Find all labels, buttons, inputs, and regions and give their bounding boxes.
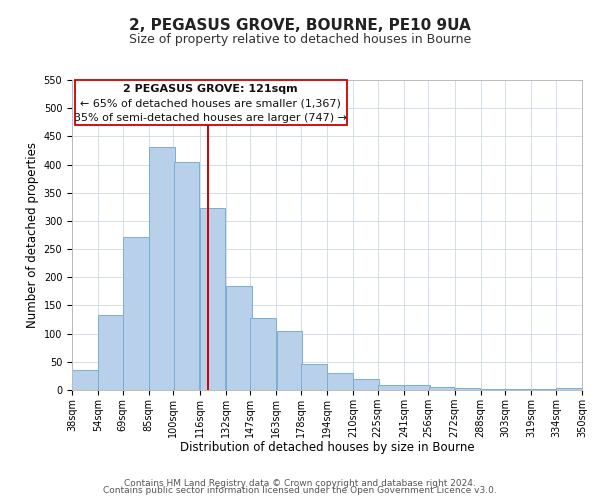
Bar [123, 236, 149, 390]
FancyBboxPatch shape [74, 80, 347, 125]
Text: 35% of semi-detached houses are larger (747) →: 35% of semi-detached houses are larger (… [74, 113, 347, 123]
Bar [556, 388, 582, 390]
Bar [226, 286, 251, 390]
Text: ← 65% of detached houses are smaller (1,367): ← 65% of detached houses are smaller (1,… [80, 98, 341, 108]
Bar [353, 378, 379, 390]
Bar [378, 386, 404, 390]
Bar [98, 315, 124, 390]
Bar [173, 162, 199, 390]
Bar [327, 373, 353, 390]
Text: 2 PEGASUS GROVE: 121sqm: 2 PEGASUS GROVE: 121sqm [124, 84, 298, 94]
Bar [301, 364, 327, 390]
Text: 2, PEGASUS GROVE, BOURNE, PE10 9UA: 2, PEGASUS GROVE, BOURNE, PE10 9UA [129, 18, 471, 32]
Bar [404, 386, 430, 390]
Bar [481, 389, 506, 390]
Bar [149, 146, 175, 390]
Bar [277, 332, 302, 390]
Text: Size of property relative to detached houses in Bourne: Size of property relative to detached ho… [129, 32, 471, 46]
Bar [72, 370, 98, 390]
Bar [505, 389, 531, 390]
Bar [200, 208, 226, 390]
X-axis label: Distribution of detached houses by size in Bourne: Distribution of detached houses by size … [179, 442, 475, 454]
Text: Contains public sector information licensed under the Open Government Licence v3: Contains public sector information licen… [103, 486, 497, 495]
Bar [250, 318, 276, 390]
Y-axis label: Number of detached properties: Number of detached properties [26, 142, 40, 328]
Bar [428, 387, 454, 390]
Bar [532, 389, 557, 390]
Text: Contains HM Land Registry data © Crown copyright and database right 2024.: Contains HM Land Registry data © Crown c… [124, 478, 476, 488]
Bar [455, 388, 481, 390]
